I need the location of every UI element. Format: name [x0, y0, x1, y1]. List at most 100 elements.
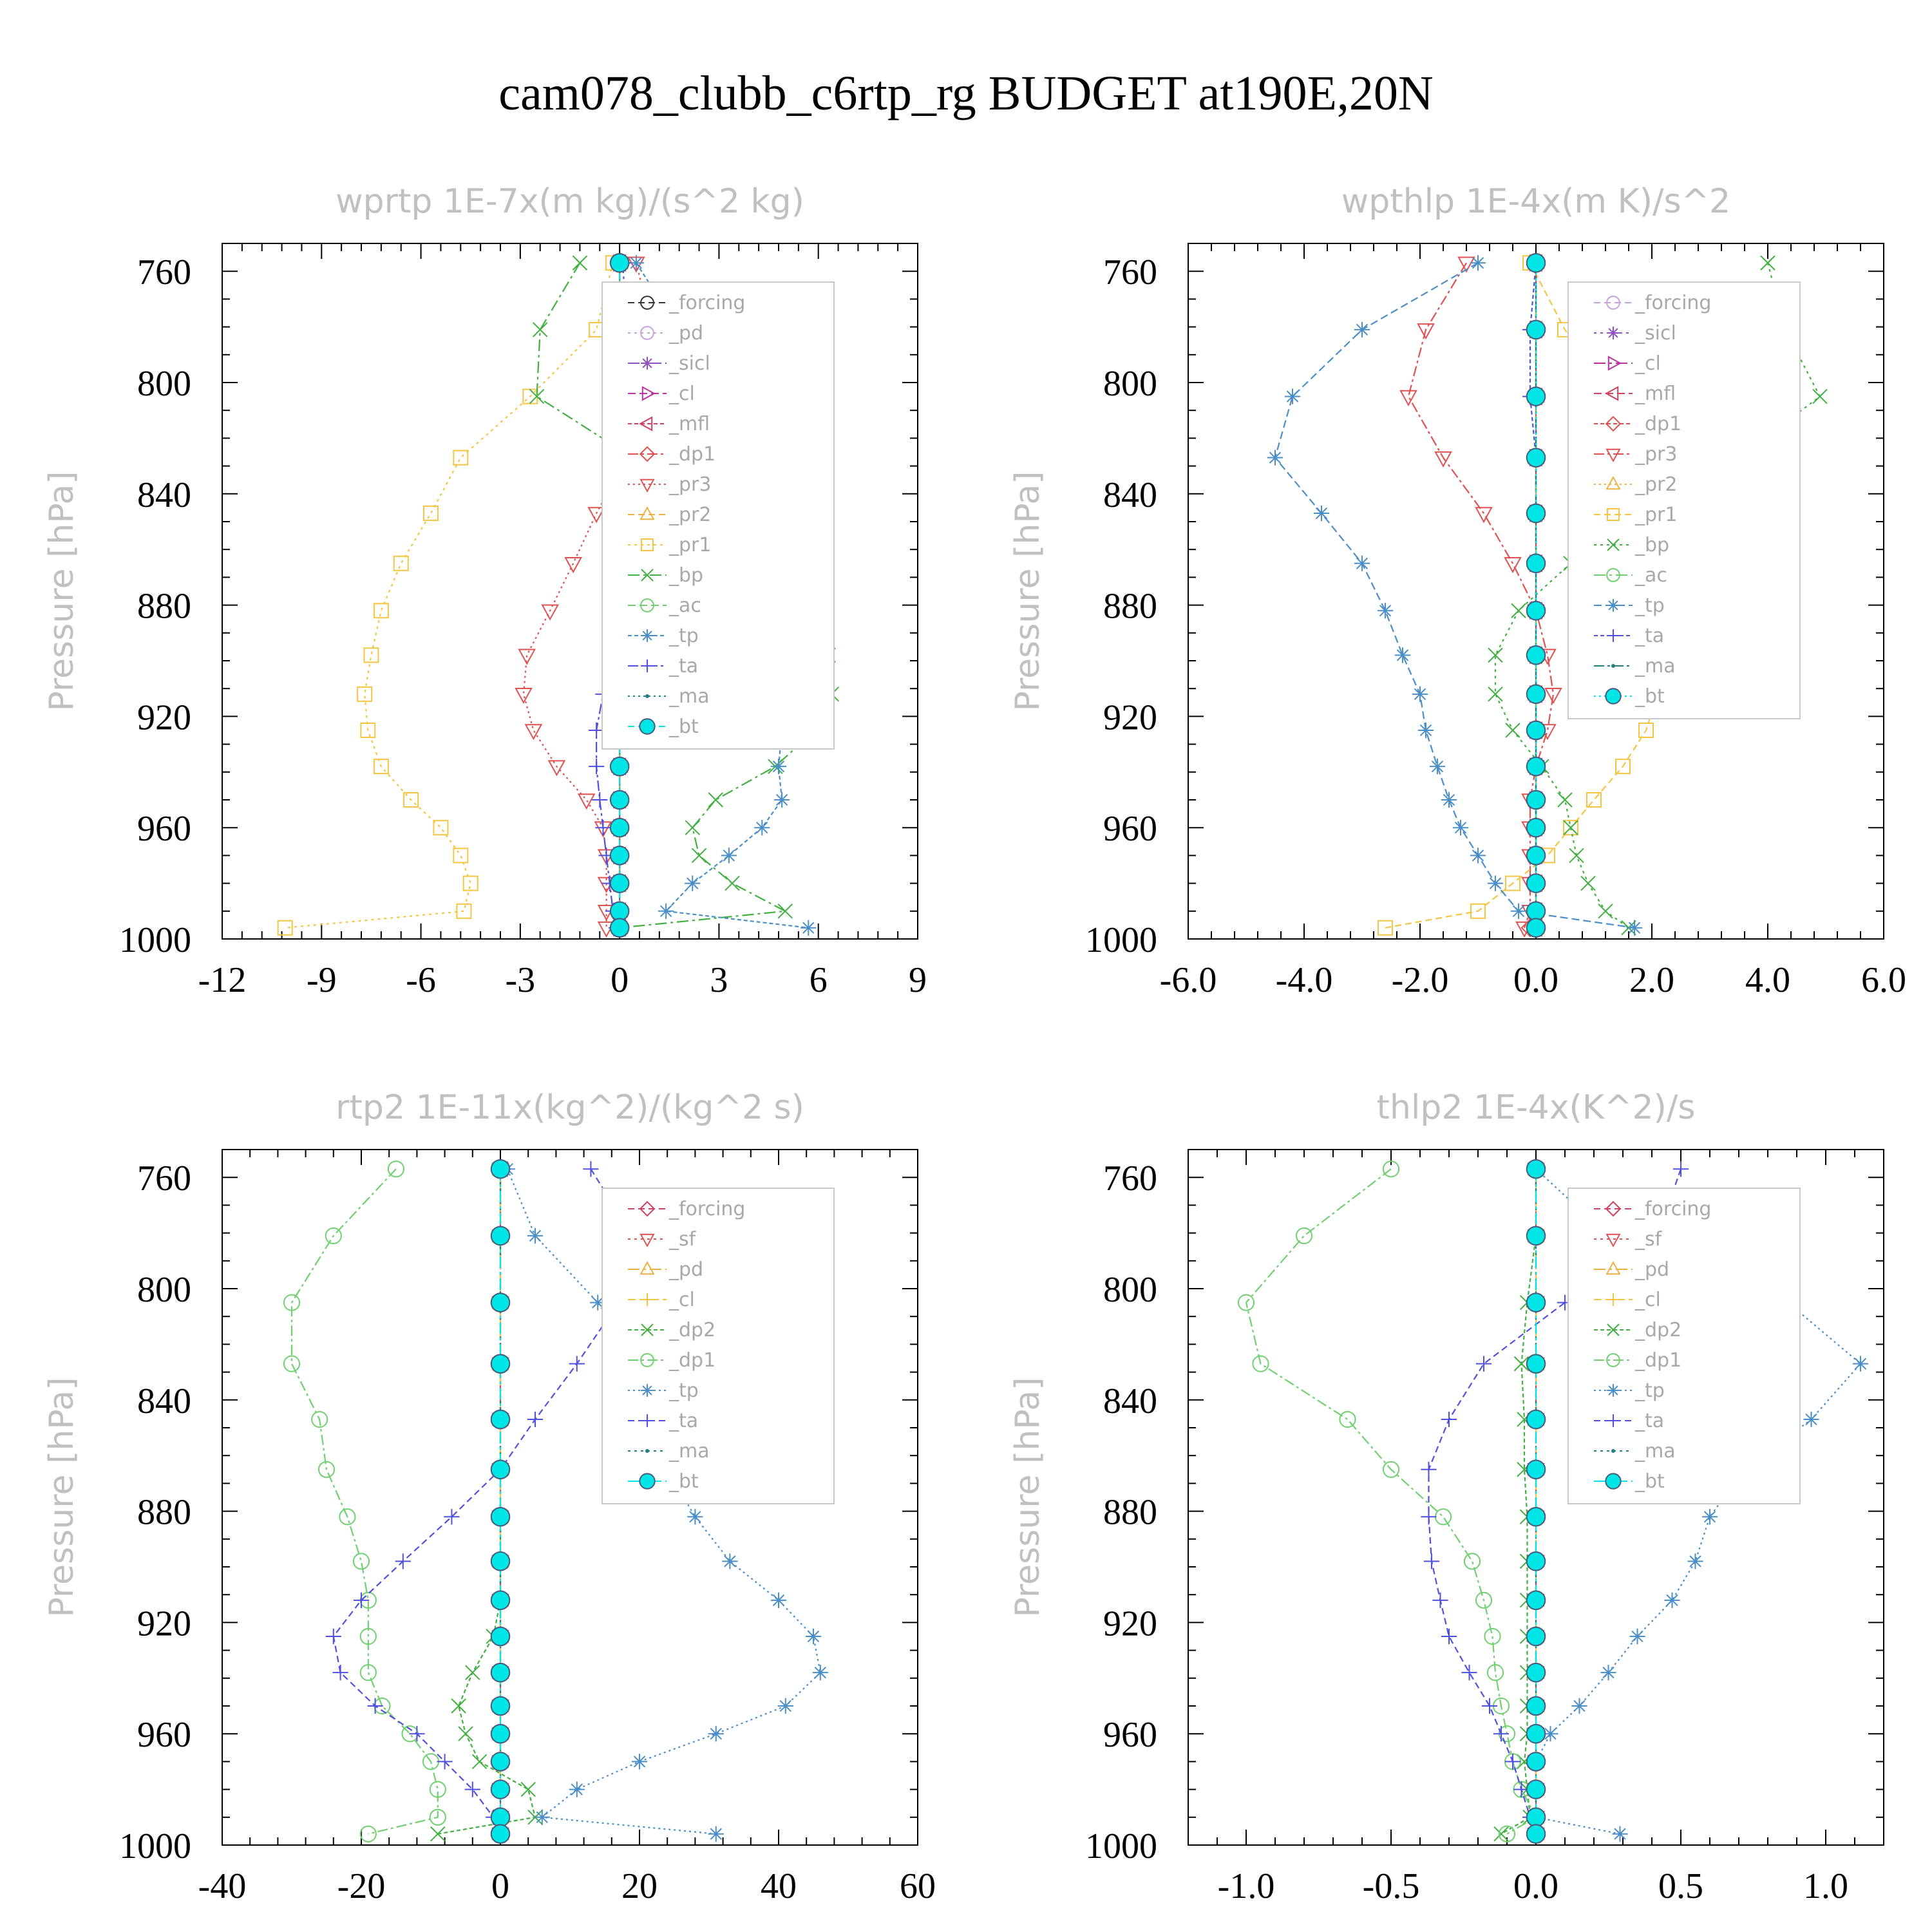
data-point	[1399, 390, 1417, 406]
x-tick-label: 2.0	[1629, 960, 1674, 1000]
data-point	[1526, 1506, 1546, 1527]
legend-marker	[1605, 688, 1622, 705]
data-point	[515, 688, 533, 705]
legend-box	[1567, 1188, 1801, 1504]
legend-marker	[1607, 599, 1620, 612]
x-tick-label: 0.5	[1658, 1866, 1703, 1906]
x-tick-label: -0.5	[1363, 1866, 1420, 1906]
legend-entry: _sf	[668, 1228, 697, 1251]
y-axis-label: Pressure [hPa]	[1009, 471, 1047, 712]
data-point	[590, 1294, 606, 1311]
legend-entry: _ma	[668, 685, 710, 708]
x-tick-label: 40	[761, 1866, 797, 1906]
legend-entry: _bt	[1634, 685, 1665, 708]
legend-marker	[639, 446, 656, 462]
x-tick-label: 6	[810, 960, 828, 1000]
legend-entry: _ta	[668, 1410, 698, 1432]
legend-marker	[1606, 568, 1620, 582]
data-point	[1481, 1698, 1498, 1714]
data-point	[1377, 603, 1394, 619]
data-point	[1526, 1779, 1546, 1799]
data-point	[1452, 820, 1469, 836]
data-point	[1457, 256, 1475, 273]
legend-marker	[645, 694, 649, 698]
data-point	[595, 820, 611, 836]
legend-entry: _dp1	[668, 1349, 715, 1372]
data-point	[373, 759, 389, 775]
legend-entry: _forcing	[1634, 292, 1711, 314]
y-tick-label: 1000	[1085, 920, 1157, 960]
data-point	[1526, 817, 1546, 838]
data-point	[1598, 904, 1613, 919]
data-point	[490, 1824, 511, 1844]
legend-entry: _mfl	[668, 413, 710, 435]
data-point	[685, 875, 701, 891]
legend-entry: _dp1	[668, 443, 715, 466]
y-tick-label: 960	[1103, 1715, 1157, 1755]
legend-marker	[640, 1353, 654, 1367]
data-point	[1432, 1592, 1448, 1608]
data-point	[1382, 1461, 1400, 1478]
data-point	[1526, 901, 1546, 922]
x-tick-label: -40	[198, 1866, 247, 1906]
legend-marker	[641, 357, 654, 370]
x-tick-label: 0.0	[1513, 1866, 1558, 1906]
legend-entry: _sf	[1634, 1228, 1663, 1251]
panel-4: thlp2 1E-4x(K^2)/s Pressure [hPa] 760 800 84…	[1009, 1088, 1884, 1906]
data-point	[1417, 722, 1434, 739]
data-point	[352, 1553, 370, 1570]
y-tick-label: 960	[1103, 809, 1157, 849]
legend-entry: _pr3	[668, 473, 711, 496]
data-point	[1542, 1726, 1558, 1742]
y-tick-label: 920	[137, 697, 191, 737]
data-point	[490, 1506, 511, 1527]
legend-marker	[641, 629, 654, 642]
data-point	[1526, 252, 1546, 273]
data-point	[1803, 1411, 1819, 1428]
legend-entry: _ta	[668, 655, 698, 677]
y-tick-label: 840	[1103, 475, 1157, 515]
legend-entry: _tp	[668, 1379, 699, 1402]
data-point	[534, 1809, 550, 1825]
data-point	[1526, 1626, 1546, 1647]
panel-title: thlp2 1E-4x(K^2)/s	[1377, 1088, 1696, 1127]
legend-marker	[640, 296, 654, 310]
data-point	[1580, 875, 1596, 891]
data-point	[1586, 792, 1602, 808]
y-tick-label: 840	[1103, 1381, 1157, 1421]
data-point	[490, 1226, 511, 1246]
legend-marker	[641, 386, 656, 401]
data-point	[1441, 791, 1457, 808]
y-tick-label: 760	[137, 1159, 191, 1198]
data-point	[1526, 1354, 1546, 1374]
data-point	[527, 1227, 544, 1244]
data-point	[1421, 1461, 1437, 1477]
legend-entry: _cl	[1634, 352, 1661, 375]
data-point	[1504, 1754, 1521, 1770]
data-point	[708, 1726, 724, 1742]
y-tick-label: 1000	[119, 920, 191, 960]
data-point	[1382, 1160, 1400, 1178]
data-point	[800, 920, 817, 936]
legend: _forcing _pd _sicl _cl _mfl _dp1 _pr3 _pr2 _pr1 _…	[601, 281, 835, 750]
legend-entry: _forcing	[1634, 1198, 1711, 1220]
x-tick-label: 20	[621, 1866, 658, 1906]
x-tick-label: -12	[198, 960, 247, 1000]
data-point	[1354, 555, 1370, 571]
legend-marker	[1605, 1233, 1621, 1247]
legend-marker	[641, 569, 654, 582]
x-tick-label: 0.0	[1513, 960, 1558, 1000]
data-point	[518, 649, 536, 665]
y-tick-label: 880	[137, 1493, 191, 1533]
data-point	[1313, 505, 1330, 522]
y-tick-label: 1000	[1085, 1826, 1157, 1866]
legend-entry: _cl	[1634, 1289, 1661, 1311]
data-point	[423, 506, 439, 522]
data-point	[353, 1592, 370, 1608]
legend-entry: _forcing	[668, 1198, 745, 1220]
x-tick-label: 3	[710, 960, 728, 1000]
data-point	[1526, 1752, 1546, 1772]
data-point	[527, 1411, 544, 1428]
legend-entry: _pd	[668, 1258, 703, 1281]
x-tick-label: 9	[909, 960, 927, 1000]
